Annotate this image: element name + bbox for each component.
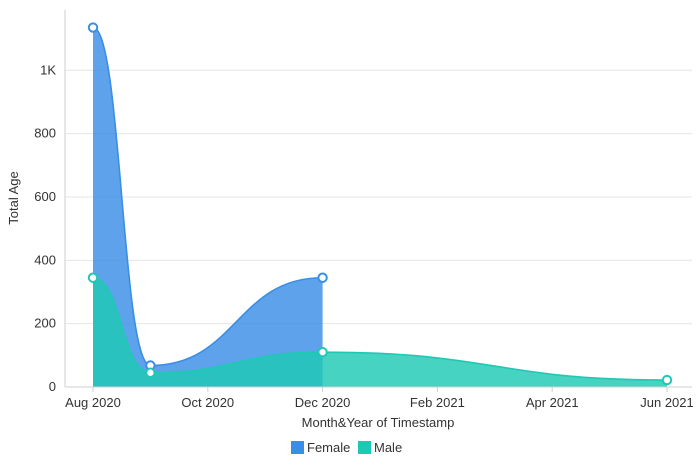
legend-label: Female [307, 440, 350, 455]
male-data-point[interactable] [661, 374, 673, 386]
male-line [92, 276, 668, 381]
x-tick-label: Feb 2021 [410, 395, 465, 410]
plot-area [92, 26, 668, 387]
y-tick-label: 0 [49, 379, 56, 394]
axes: 0 200 400 600 800 1K Aug 2020 Oct 2020 Dec 2020 F… [34, 10, 694, 410]
y-tick-label: 600 [34, 189, 56, 204]
x-axis-title: Month&Year of Timestamp [302, 415, 455, 430]
x-tick-label: Apr 2021 [526, 395, 579, 410]
y-tick-label: 800 [34, 126, 56, 141]
grid [65, 69, 692, 325]
x-tick-label: Dec 2020 [295, 395, 351, 410]
y-tick-label: 400 [34, 252, 56, 267]
male-data-point[interactable] [87, 272, 99, 283]
y-axis-title: Total Age [6, 171, 21, 225]
female-area [93, 27, 323, 387]
legend-item-male[interactable]: Male [358, 440, 402, 455]
y-tick-label: 1K [40, 62, 56, 77]
legend-swatch [291, 441, 304, 454]
y-tick-label: 200 [34, 316, 56, 331]
legend-label: Male [374, 440, 402, 455]
data-points[interactable] [87, 22, 673, 386]
legend[interactable]: Female Male [291, 440, 402, 455]
female-data-point[interactable] [87, 22, 99, 33]
x-tick-label: Oct 2020 [181, 395, 234, 410]
male-data-point[interactable] [145, 367, 156, 378]
x-tick-label: Jun 2021 [640, 395, 694, 410]
legend-item-female[interactable]: Female [291, 440, 350, 455]
x-tick-label: Aug 2020 [65, 395, 121, 410]
male-data-point[interactable] [317, 346, 328, 358]
legend-swatch [358, 441, 371, 454]
female-data-point[interactable] [317, 272, 328, 283]
